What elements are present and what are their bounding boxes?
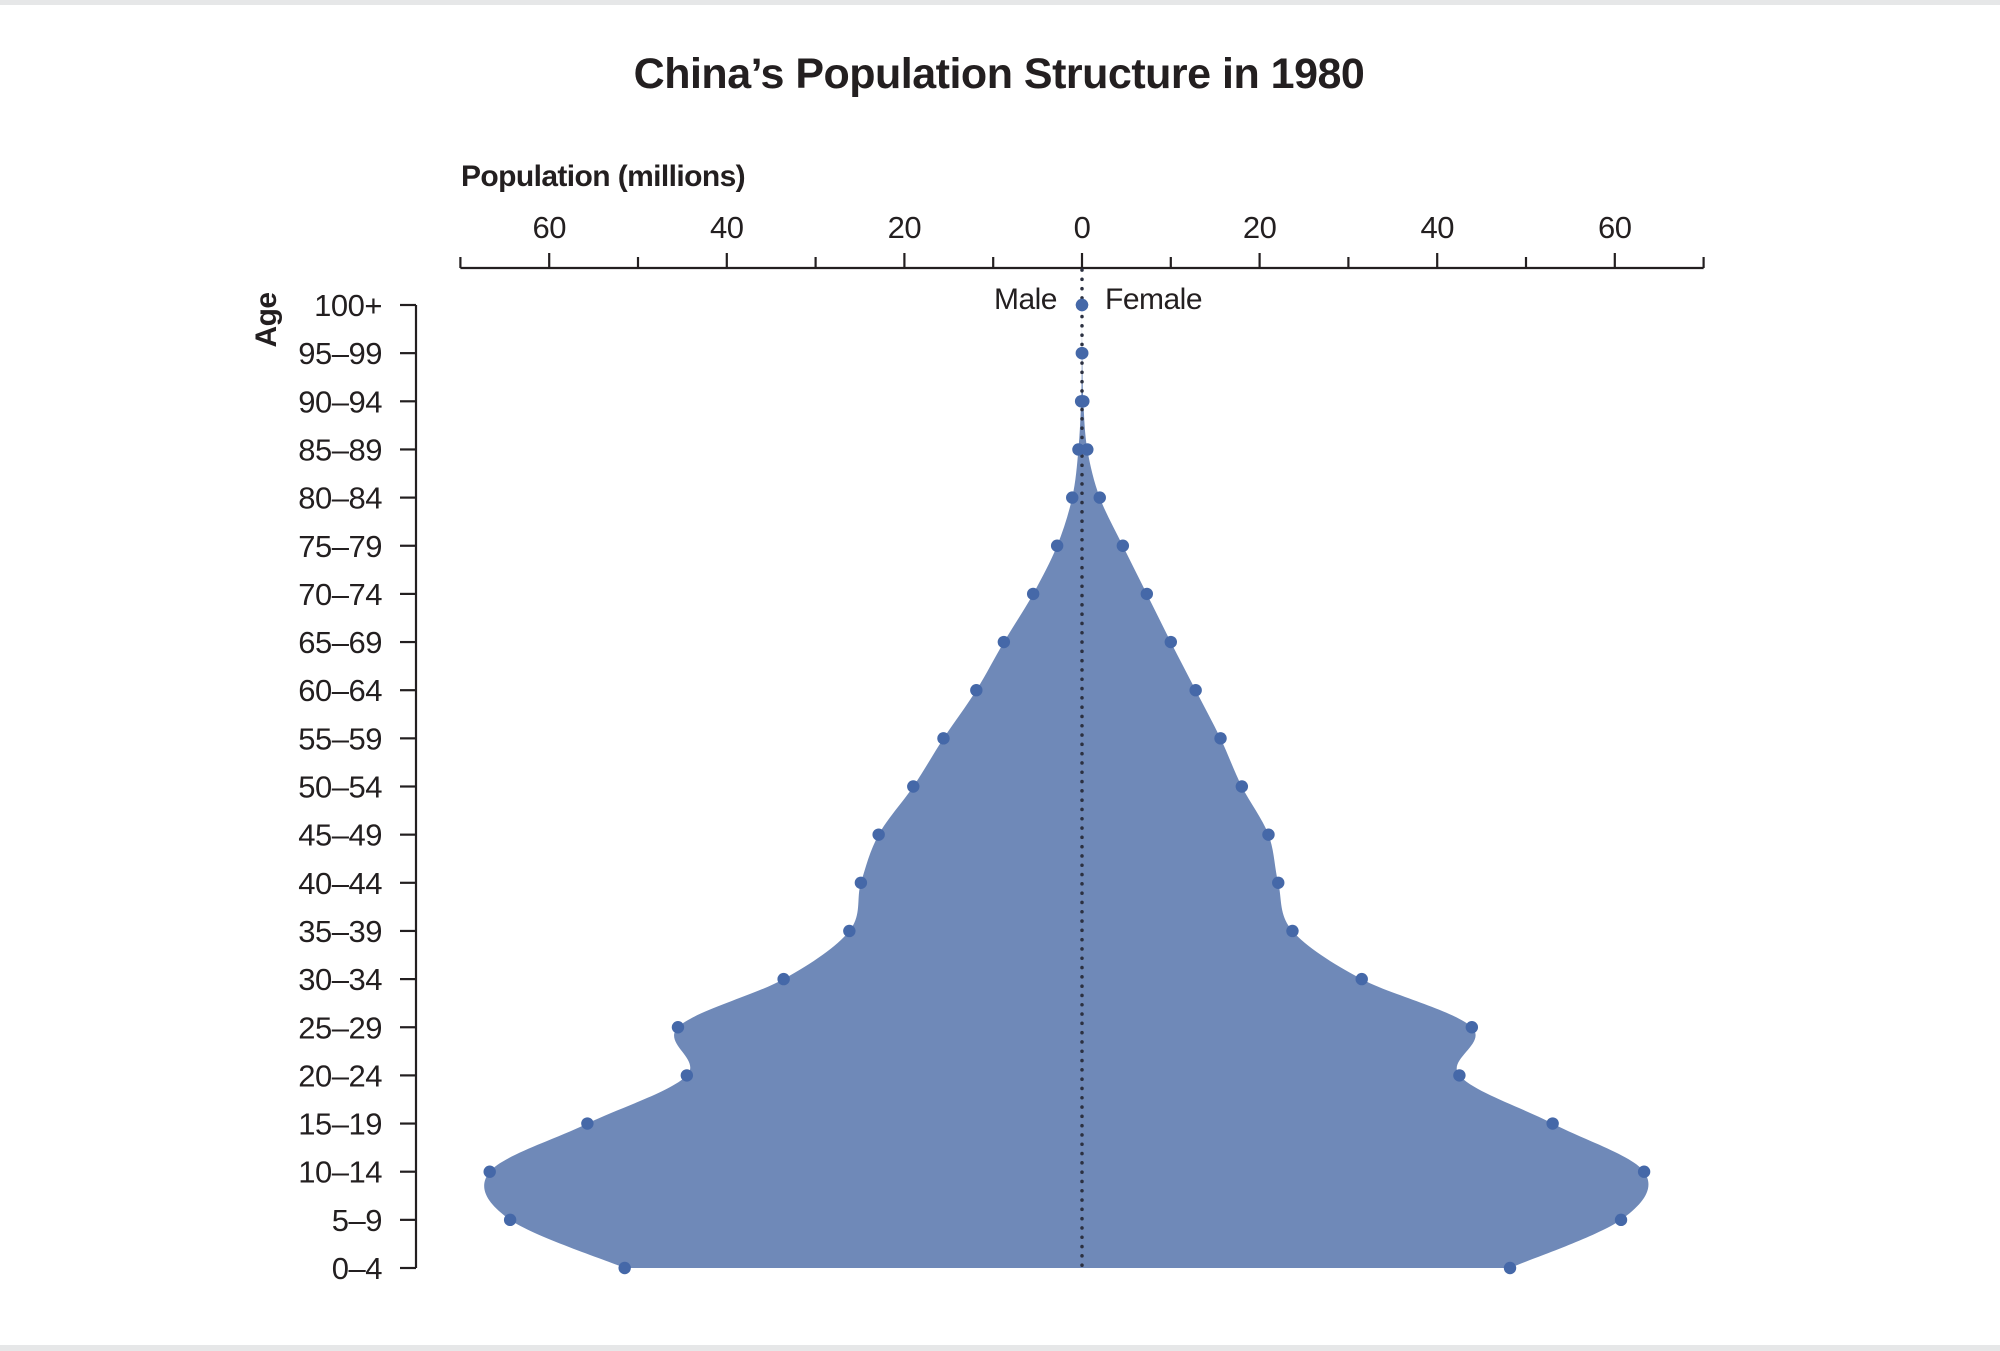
y-tick-label: 100+ <box>314 288 382 323</box>
y-tick-label: 95–99 <box>298 336 382 371</box>
female-data-point <box>1465 1021 1479 1034</box>
x-tick-label: 0 <box>1074 210 1091 245</box>
male-data-point <box>680 1069 694 1082</box>
female-data-point <box>1140 587 1154 601</box>
y-axis: 0–4 5–9 10–14 15–19 20–24 25–29 30–34 35–39 40–4… <box>298 288 418 1286</box>
male-data-point <box>843 924 856 938</box>
male-data-point <box>970 684 983 697</box>
female-data-point <box>1189 684 1202 697</box>
female-data-point <box>1214 732 1227 745</box>
male-data-point <box>907 780 920 793</box>
x-tick-label: 20 <box>1243 210 1277 245</box>
female-data-point <box>1075 298 1089 312</box>
y-tick-label: 5–9 <box>332 1203 382 1238</box>
y-tick-label: 45–49 <box>298 818 382 853</box>
y-tick-label: 50–54 <box>298 770 382 805</box>
y-tick-label: 20–24 <box>298 1058 382 1093</box>
female-data-point <box>1286 924 1299 938</box>
x-tick-label: 20 <box>888 210 922 245</box>
male-data-point <box>1072 443 1085 456</box>
y-tick-label: 60–64 <box>298 673 382 708</box>
y-tick-label: 55–59 <box>298 721 382 756</box>
female-data-point <box>1235 780 1249 793</box>
y-tick-label: 75–79 <box>298 529 382 564</box>
x-axis: 60 40 20 0 20 40 60 <box>459 210 1705 270</box>
male-data-point <box>581 1117 594 1130</box>
female-data-point <box>1077 395 1090 408</box>
female-data-point <box>1262 828 1275 841</box>
male-data-point <box>872 828 885 841</box>
female-data-point <box>1614 1213 1628 1227</box>
y-tick-label: 10–14 <box>298 1155 382 1190</box>
x-tick-label: 40 <box>710 210 744 245</box>
female-data-point <box>1272 876 1285 889</box>
x-tick-label: 40 <box>1420 210 1454 245</box>
female-data-point <box>1637 1165 1651 1178</box>
plot-area <box>483 268 1651 1275</box>
y-tick-label: 15–19 <box>298 1107 382 1142</box>
male-data-point <box>671 1021 685 1034</box>
y-tick-label: 65–69 <box>298 625 382 660</box>
data-points <box>483 298 1651 1275</box>
male-data-point <box>937 732 950 745</box>
male-data-point <box>854 876 868 889</box>
female-data-point <box>1081 443 1094 456</box>
female-data-point <box>1164 635 1178 649</box>
female-data-point <box>1116 539 1130 552</box>
y-axis-title: Age <box>250 293 283 348</box>
x-axis-title: Population (millions) <box>461 160 745 193</box>
x-tick-label: 60 <box>532 210 566 245</box>
legend-female-label: Female <box>1105 283 1202 316</box>
y-tick-label: 35–39 <box>298 914 382 949</box>
y-tick-label: 85–89 <box>298 432 382 467</box>
male-data-point <box>1026 587 1040 601</box>
female-data-point <box>1076 346 1089 360</box>
male-data-point <box>1050 539 1064 552</box>
female-data-point <box>1503 1261 1517 1275</box>
male-data-point <box>997 635 1011 649</box>
chart-title: China’s Population Structure in 1980 <box>634 50 1365 98</box>
female-data-point <box>1355 972 1368 986</box>
male-data-point <box>618 1261 631 1275</box>
bottom-frame-band <box>0 1345 2000 1351</box>
male-data-point <box>777 972 790 986</box>
y-tick-label: 25–29 <box>298 1010 382 1045</box>
pyramid-area <box>484 305 1649 1268</box>
male-data-point <box>483 1165 496 1178</box>
x-tick-label: 60 <box>1598 210 1632 245</box>
female-data-point <box>1546 1117 1559 1130</box>
legend-male-label: Male <box>994 283 1057 316</box>
female-data-point <box>1093 491 1106 504</box>
y-tick-label: 70–74 <box>298 577 382 612</box>
female-data-point <box>1453 1069 1466 1082</box>
top-frame-band <box>0 0 2000 5</box>
male-data-point <box>1066 491 1079 504</box>
y-tick-label: 40–44 <box>298 866 382 901</box>
y-tick-label: 30–34 <box>298 962 382 997</box>
y-tick-label: 80–84 <box>298 481 382 516</box>
male-data-point <box>503 1213 517 1227</box>
y-tick-label: 90–94 <box>298 384 382 419</box>
y-tick-label: 0–4 <box>332 1251 382 1286</box>
